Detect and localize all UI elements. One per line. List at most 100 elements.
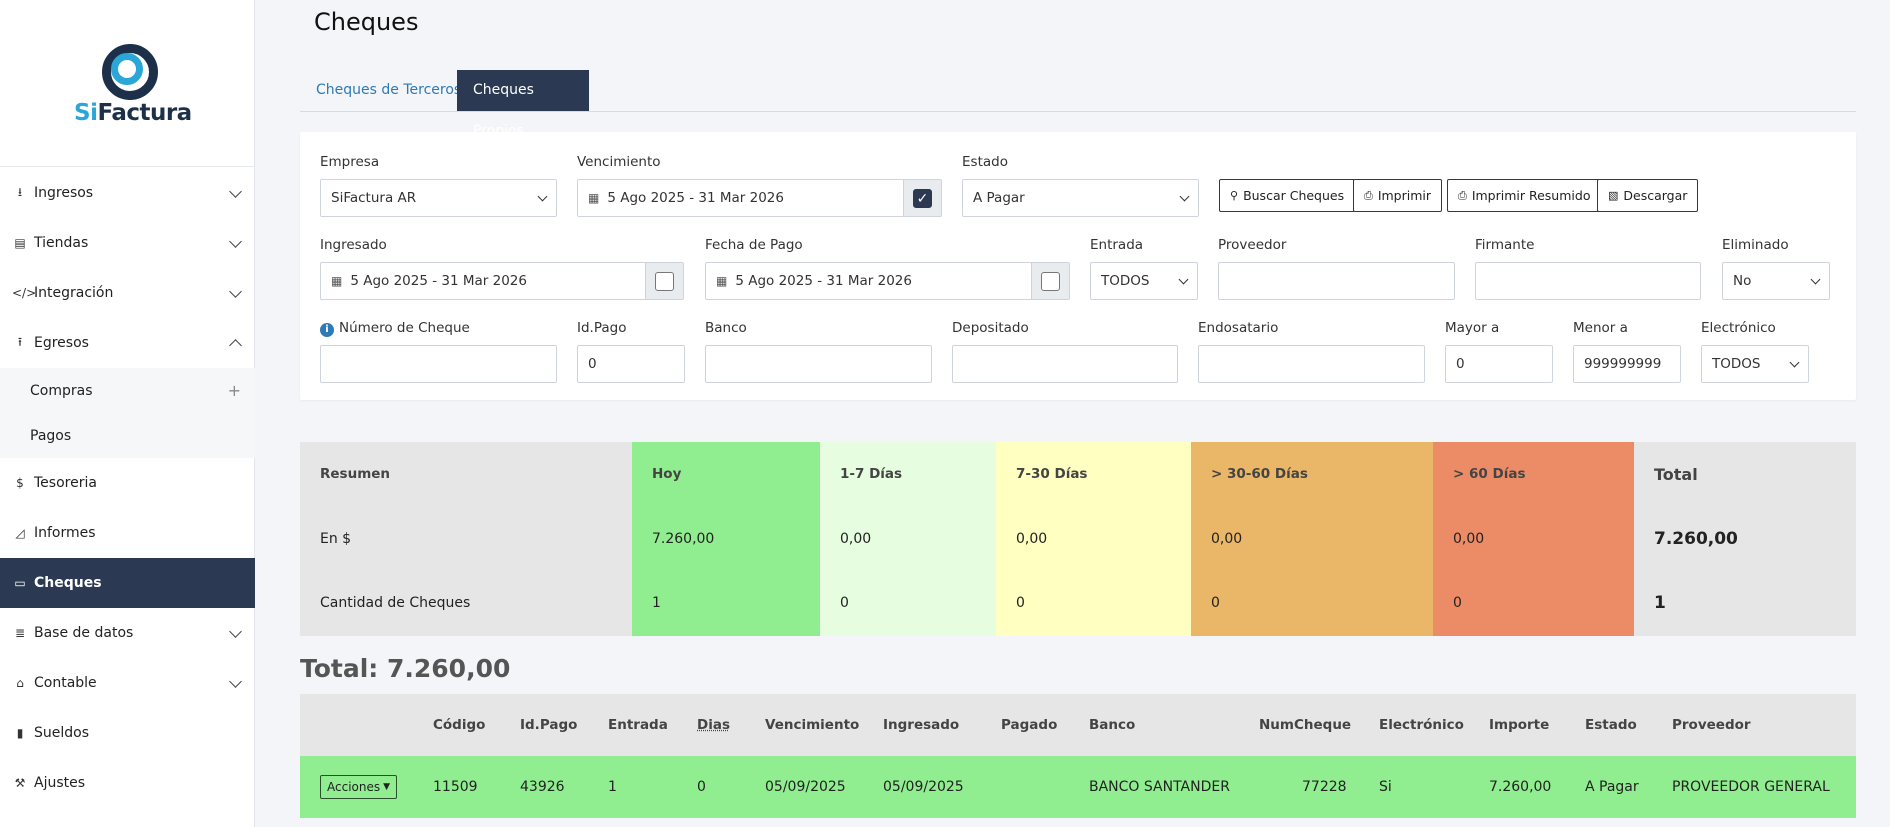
column-header[interactable]: Electrónico [1379,717,1464,733]
depositado-input[interactable] [952,345,1178,383]
sidebar-item-tiendas[interactable]: ▤ Tiendas [0,218,255,268]
sidebar-item-base-de-datos[interactable]: ≣ Base de datos [0,608,255,658]
numero-cheque-input[interactable] [320,345,557,383]
column-header[interactable]: Código [433,717,486,733]
dollar-icon: $ [16,476,24,490]
estado-select[interactable]: A Pagar [962,179,1199,217]
descargar-button[interactable]: ▧ Descargar [1597,179,1699,212]
summary-col-30-60-dias: > 30-60 Días 0,00 0 [1191,442,1433,636]
chevron-down-icon [229,287,241,299]
total-amount: Total: 7.260,00 [300,654,511,683]
column-header[interactable]: Ingresado [883,717,960,733]
electronico-select[interactable]: TODOS [1701,345,1809,383]
id-pago-input[interactable]: 0 [577,345,685,383]
code-icon: </> [12,286,37,300]
sidebar-item-egresos[interactable]: ⭱ Egresos [0,318,255,368]
chevron-down-icon [229,627,241,639]
table-row[interactable]: Acciones ▼ 11509 43926 1 0 05/09/2025 05/… [300,756,1856,818]
tab-cheques-terceros[interactable]: Cheques de Terceros [316,82,462,98]
sidebar-item-informes[interactable]: ◿ Informes [0,508,255,558]
sidebar-item-cheques[interactable]: ▭ Cheques [0,558,255,608]
column-header[interactable]: Importe [1489,717,1550,733]
cell-vencimiento: 05/09/2025 [765,779,846,795]
menor-a-input[interactable]: 999999999 [1573,345,1681,383]
column-header[interactable]: Vencimiento [765,717,860,733]
empresa-select[interactable]: SiFactura AR [320,179,557,217]
ingresado-range-input[interactable]: ▦ 5 Ago 2025 - 31 Mar 2026 [320,262,684,300]
upload-icon: ⭱ [17,334,23,349]
sidebar: SiFactura ⭳ Ingresos ▤ Tiendas </> Integ… [0,0,255,827]
sidebar-item-sueldos[interactable]: ▮ Sueldos [0,708,255,758]
sidebar-item-integracion[interactable]: </> Integración [0,268,255,318]
cell-ingresado: 05/09/2025 [883,779,964,795]
summary-col-60-dias: > 60 Días 0,00 0 [1433,442,1634,636]
cheques-table: Código Id.Pago Entrada Dias Vencimiento … [300,694,1856,827]
id-pago-filter: Id.Pago 0 [577,320,685,383]
print-icon: ⎙ [1364,188,1373,202]
mayor-a-filter: Mayor a 0 [1445,320,1553,383]
calendar-icon: ▦ [716,274,728,288]
calendar-icon: ▦ [331,274,343,288]
column-header[interactable]: Id.Pago [520,717,578,733]
imprimir-resumido-button[interactable]: ⎙ Imprimir Resumido [1447,179,1602,212]
card-icon: ▭ [14,576,26,590]
summary-col-resumen: Resumen En $ Cantidad de Cheques [300,442,632,636]
buscar-cheques-button[interactable]: ⚲ Buscar Cheques [1219,179,1356,212]
calendar-icon: ▦ [588,191,600,205]
filters-panel: Empresa SiFactura AR Vencimiento ▦ 5 Ago… [300,132,1856,400]
fecha-pago-checkbox[interactable] [1041,271,1060,291]
cell-electronico: Si [1379,779,1392,795]
summary-col-total: Total 7.260,00 1 [1634,442,1856,636]
logo-ring-icon [102,44,158,100]
summary-col-hoy: Hoy 7.260,00 1 [632,442,820,636]
proveedor-input[interactable] [1218,262,1455,300]
column-header[interactable]: Banco [1089,717,1136,733]
chevron-up-icon [229,337,241,349]
eliminado-select[interactable]: No [1722,262,1830,300]
column-header[interactable]: Entrada [608,717,668,733]
cell-estado: A Pagar [1585,779,1639,795]
sidebar-item-contable[interactable]: ⌂ Contable [0,658,255,708]
ingresado-filter: Ingresado ▦ 5 Ago 2025 - 31 Mar 2026 [320,237,684,300]
summary-col-1-7-dias: 1-7 Días 0,00 0 [820,442,996,636]
entrada-select[interactable]: TODOS [1090,262,1198,300]
sidebar-item-ajustes[interactable]: ⚒ Ajustes [0,758,255,808]
acciones-dropdown-button[interactable]: Acciones ▼ [320,775,398,799]
ingresado-checkbox[interactable] [655,271,674,291]
info-icon[interactable]: i [320,323,334,337]
tab-cheques-propios[interactable]: Cheques Propios [457,70,589,139]
fecha-pago-range-input[interactable]: ▦ 5 Ago 2025 - 31 Mar 2026 [705,262,1070,300]
sidebar-item-compras[interactable]: Compras + [30,381,241,400]
proveedor-filter: Proveedor [1218,237,1455,300]
vencimiento-checkbox[interactable]: ✓ [913,188,932,208]
mayor-a-input[interactable]: 0 [1445,345,1553,383]
sifactura-logo[interactable]: SiFactura [70,42,192,132]
column-header[interactable]: NumCheque [1259,717,1352,733]
eliminado-filter: Eliminado No [1722,237,1830,300]
sidebar-item-pagos[interactable]: Pagos [30,427,72,444]
banco-filter: Banco [705,320,932,383]
imprimir-button[interactable]: ⎙ Imprimir [1353,179,1443,212]
column-header[interactable]: Dias [697,717,730,733]
tab-bar: Cheques de Terceros Cheques Propios [300,70,1856,139]
firmante-input[interactable] [1475,262,1701,300]
print-icon: ⎙ [1458,188,1467,202]
sidebar-item-ingresos[interactable]: ⭳ Ingresos [0,168,255,218]
column-header[interactable]: Estado [1585,717,1637,733]
column-header[interactable]: Pagado [1001,717,1058,733]
column-header[interactable]: Proveedor [1672,717,1751,733]
vencimiento-range-input[interactable]: ▦ 5 Ago 2025 - 31 Mar 2026 ✓ [577,179,942,217]
banco-input[interactable] [705,345,932,383]
endosatario-input[interactable] [1198,345,1425,383]
empresa-filter: Empresa SiFactura AR [320,154,557,217]
search-icon: ⚲ [1230,189,1239,202]
database-icon: ≣ [14,626,26,640]
shop-icon: ▤ [14,236,26,250]
plus-icon[interactable]: + [227,381,241,400]
sidebar-item-tesoreria[interactable]: $ Tesoreria [0,458,255,508]
endosatario-filter: Endosatario [1198,320,1425,383]
cell-id-pago: 43926 [520,779,565,795]
chevron-down-icon [229,187,241,199]
caret-down-icon: ▼ [383,782,391,792]
cell-num-cheque: 77228 [1302,779,1347,795]
